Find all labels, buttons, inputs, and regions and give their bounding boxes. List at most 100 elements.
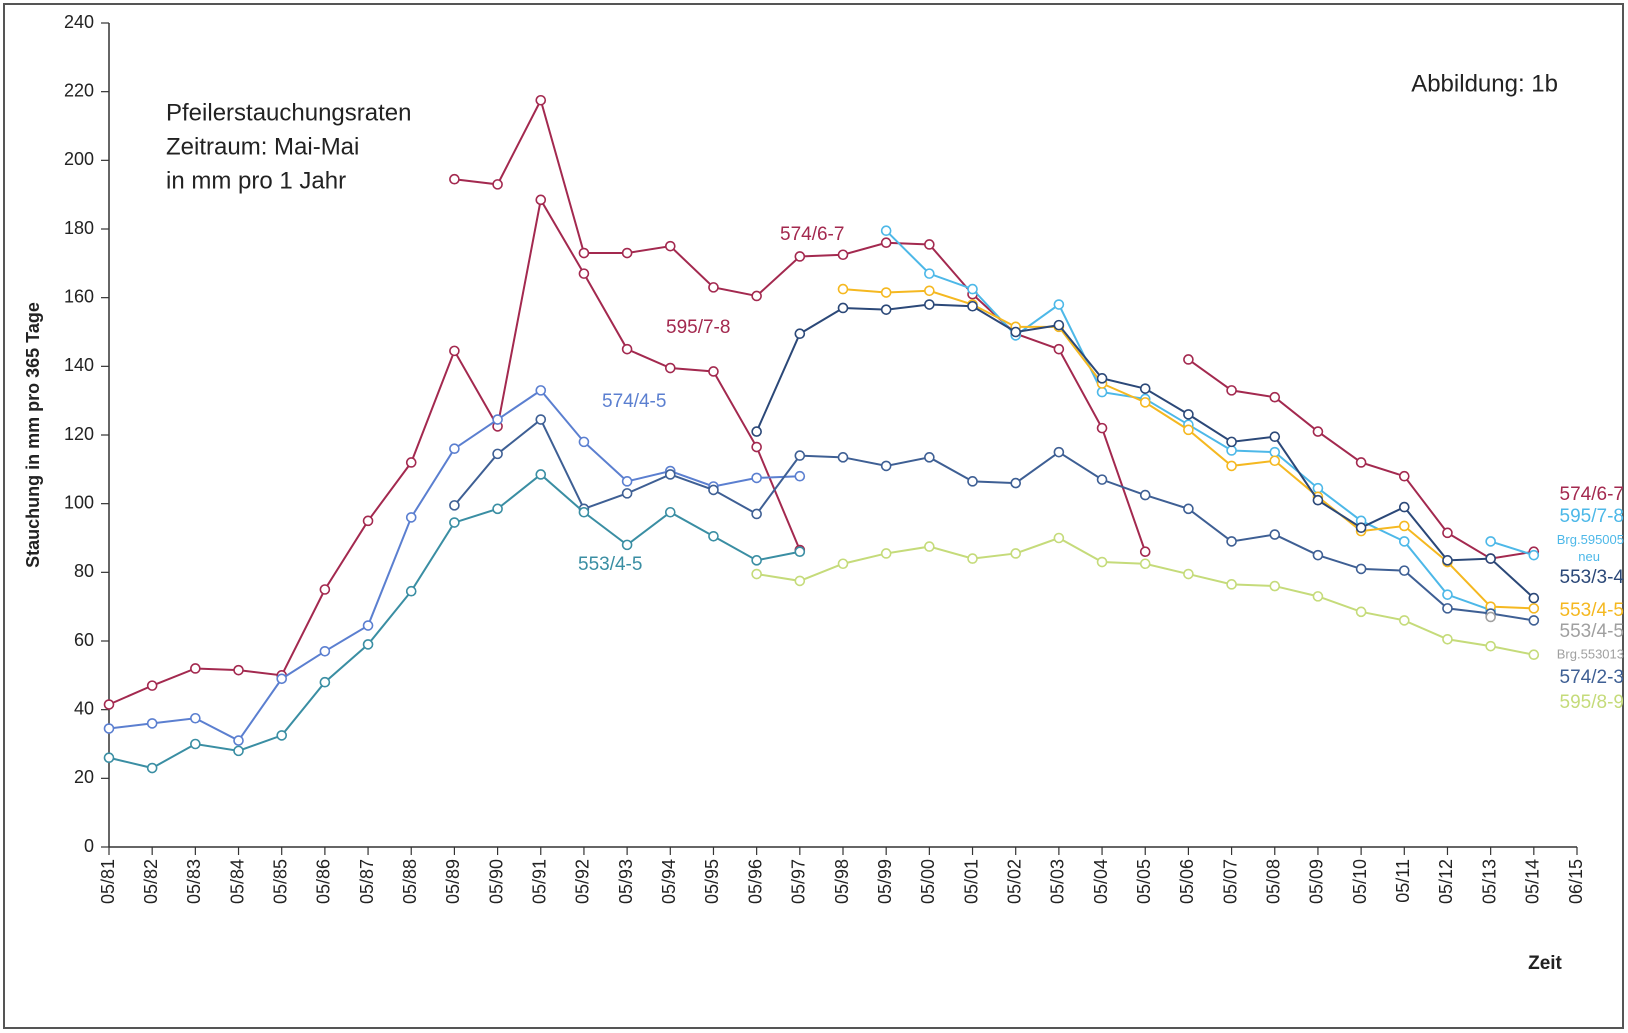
point — [319, 645, 331, 657]
series-line — [842, 288, 1534, 610]
point — [794, 546, 806, 558]
point — [924, 452, 935, 463]
point — [1096, 422, 1108, 434]
point — [103, 723, 115, 734]
x-tick-label: 05/11 — [1393, 859, 1413, 903]
point — [319, 676, 331, 688]
point — [362, 515, 374, 527]
point — [535, 414, 547, 425]
series-label: 595/8-9 — [1560, 692, 1624, 713]
x-tick-label: 05/89 — [443, 859, 463, 904]
series-label: 553/3-4 — [1560, 567, 1625, 588]
point — [794, 470, 806, 482]
x-tick-label: 05/04 — [1091, 859, 1111, 904]
point — [578, 268, 590, 279]
y-tick-label: 160 — [64, 286, 94, 306]
series-line — [1490, 540, 1535, 557]
point — [1139, 546, 1151, 558]
point — [535, 385, 547, 396]
series-label: 574/2-3 — [1560, 667, 1624, 688]
point — [1096, 386, 1108, 398]
x-tick-label: 06/15 — [1566, 859, 1586, 904]
point — [1183, 503, 1194, 515]
point — [621, 476, 633, 487]
y-tick-label: 240 — [64, 12, 94, 32]
point — [1398, 501, 1410, 513]
x-tick-label: 05/14 — [1523, 859, 1543, 904]
point — [1355, 563, 1367, 575]
point — [492, 179, 503, 190]
point — [146, 762, 158, 774]
point — [1528, 649, 1540, 661]
point — [751, 555, 762, 566]
point — [1010, 477, 1022, 489]
point — [708, 366, 719, 377]
point — [492, 503, 503, 515]
x-tick-label: 05/95 — [702, 859, 722, 904]
y-tick-label: 140 — [64, 355, 94, 375]
x-tick-label: 05/03 — [1048, 859, 1068, 904]
x-tick-label: 05/10 — [1350, 859, 1370, 904]
point — [1442, 589, 1453, 600]
point — [664, 362, 676, 374]
y-tick-label: 20 — [74, 767, 94, 787]
y-tick-label: 120 — [64, 424, 94, 444]
series-label: 553/4-5 — [578, 554, 642, 575]
point — [794, 328, 806, 340]
point — [449, 500, 460, 511]
point — [1139, 558, 1151, 570]
point — [1398, 565, 1410, 576]
x-tick-label: 05/91 — [530, 859, 550, 904]
point — [1312, 482, 1324, 494]
x-tick-label: 05/85 — [270, 859, 290, 904]
point — [664, 240, 676, 252]
point — [1528, 592, 1540, 604]
point — [1139, 489, 1151, 501]
point — [1226, 460, 1237, 472]
point — [190, 738, 201, 750]
point — [492, 414, 503, 425]
point — [751, 508, 762, 520]
point — [708, 484, 719, 496]
point — [924, 285, 935, 297]
y-tick-label: 220 — [64, 80, 94, 100]
point — [233, 735, 244, 746]
x-tick-label: 05/00 — [918, 859, 938, 904]
point — [1485, 640, 1496, 652]
point — [319, 584, 331, 595]
y-tick-label: 180 — [64, 218, 94, 238]
point — [794, 251, 806, 262]
x-tick-label: 05/06 — [1177, 859, 1197, 904]
series-line — [453, 417, 1534, 622]
point — [276, 673, 288, 685]
point — [1355, 606, 1367, 618]
y-tick-label: 40 — [74, 698, 94, 718]
point — [233, 745, 244, 757]
x-tick-label: 05/98 — [832, 859, 852, 904]
point — [1269, 446, 1281, 458]
x-tick-label: 05/96 — [745, 859, 765, 904]
point — [190, 663, 201, 674]
x-tick-label: 05/82 — [141, 859, 161, 904]
point — [1312, 591, 1324, 602]
y-tick-label: 80 — [74, 561, 94, 581]
x-tick-label: 05/94 — [659, 859, 679, 904]
series-label: 574/6-7 — [1560, 484, 1624, 505]
point — [1485, 553, 1496, 564]
figure-label: Abbildung: 1b — [1411, 70, 1558, 97]
x-tick-label: 05/92 — [573, 859, 593, 904]
point — [621, 343, 633, 355]
y-tick-label: 0 — [84, 836, 94, 856]
point — [708, 282, 719, 293]
point — [405, 457, 417, 468]
point — [621, 247, 633, 259]
point — [1312, 494, 1324, 506]
point — [1096, 373, 1108, 384]
point — [103, 699, 115, 710]
x-tick-label: 05/87 — [357, 859, 377, 904]
point — [578, 436, 590, 448]
x-tick-label: 05/81 — [98, 859, 118, 904]
point — [837, 452, 849, 463]
point — [837, 558, 849, 570]
chart-title: Zeitraum: Mai-Mai — [166, 133, 359, 160]
